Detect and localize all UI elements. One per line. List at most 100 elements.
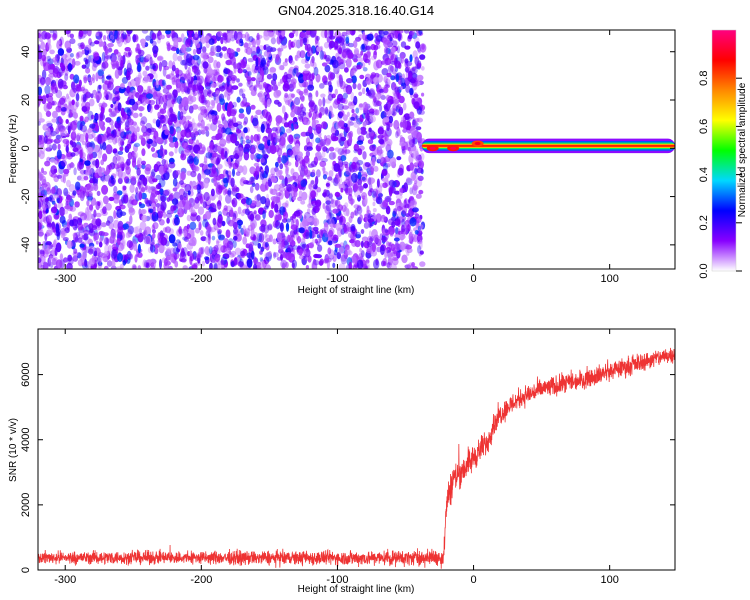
heatmap-cell <box>348 261 353 269</box>
heatmap-cell <box>290 224 298 231</box>
heatmap-cell <box>270 37 276 45</box>
heatmap-cell <box>216 61 221 69</box>
heatmap-cell <box>152 206 156 217</box>
heatmap-cell <box>319 50 324 60</box>
heatmap-cell <box>156 206 161 212</box>
heatmap-cell <box>97 84 101 94</box>
heatmap-cell <box>113 210 117 219</box>
heatmap-cell <box>179 194 184 201</box>
heatmap-cell <box>72 190 77 196</box>
heatmap-cell <box>161 158 167 165</box>
heatmap-cell <box>312 115 317 120</box>
heatmap-cell <box>260 114 264 119</box>
heatmap-cell <box>386 34 392 40</box>
heatmap-cell <box>319 138 326 147</box>
heatmap-cell <box>197 150 205 155</box>
heatmap-cell <box>109 235 115 244</box>
heatmap-cell <box>383 162 388 171</box>
heatmap-cell <box>294 97 301 106</box>
heatmap-cell <box>132 35 139 41</box>
x-tick-label: -200 <box>190 574 212 586</box>
heatmap-cell <box>108 196 115 202</box>
heatmap-cell <box>415 217 422 224</box>
heatmap-cell <box>69 38 76 45</box>
heatmap-cell <box>325 182 330 187</box>
heatmap-cell <box>124 176 130 184</box>
heatmap-cell <box>221 220 226 227</box>
heatmap-cell <box>357 194 361 202</box>
heatmap-cell <box>366 205 370 214</box>
heatmap-cell <box>147 103 152 110</box>
heatmap-cell <box>401 73 406 84</box>
heatmap-cell <box>177 55 183 62</box>
heatmap-cell <box>141 30 149 34</box>
heatmap-cell <box>328 41 333 50</box>
heatmap-cell <box>286 177 293 182</box>
heatmap-cell <box>390 53 397 63</box>
heatmap-cell <box>112 155 118 166</box>
heatmap-cell <box>98 102 103 108</box>
heatmap-cell <box>159 34 165 40</box>
heatmap-cell <box>145 65 150 71</box>
heatmap-cell <box>45 201 51 210</box>
heatmap-cell <box>341 31 348 37</box>
heatmap-cell <box>142 62 146 68</box>
heatmap-cell <box>95 72 99 82</box>
heatmap-cell <box>250 176 255 182</box>
heatmap-cell <box>419 261 426 267</box>
heatmap-cell <box>105 55 112 60</box>
heatmap-cell <box>354 208 359 216</box>
heatmap-cell <box>41 95 47 105</box>
heatmap-cell <box>361 171 368 177</box>
heatmap-cell <box>366 248 372 254</box>
heatmap-cell <box>340 217 344 223</box>
heatmap-cell <box>142 70 148 77</box>
heatmap-cell <box>61 230 67 237</box>
heatmap-cell <box>388 187 393 197</box>
heatmap-cell <box>257 53 262 63</box>
heatmap-cell <box>245 197 252 206</box>
heatmap-cell <box>190 132 195 138</box>
heatmap-cell <box>71 256 78 262</box>
heatmap-cell <box>361 87 366 95</box>
heatmap-cell <box>250 45 258 54</box>
heatmap-cell <box>66 179 71 188</box>
signal-bright-spot-core <box>474 141 481 146</box>
heatmap-cell <box>247 76 251 85</box>
heatmap-cell <box>132 265 137 269</box>
heatmap-cell <box>325 203 332 212</box>
heatmap-cell <box>213 262 218 269</box>
heatmap-cell <box>401 254 408 264</box>
heatmap-cell <box>260 57 267 67</box>
heatmap-cell <box>143 229 148 238</box>
heatmap-cell <box>104 49 109 56</box>
heatmap-cell <box>166 217 170 224</box>
heatmap-cell <box>63 187 69 197</box>
heatmap-cell <box>192 164 198 172</box>
heatmap-cell <box>283 240 289 246</box>
heatmap-cell <box>126 30 133 35</box>
heatmap-cell <box>165 212 173 219</box>
heatmap-cell <box>52 226 56 233</box>
heatmap-cell <box>320 93 326 98</box>
heatmap-cell <box>107 47 113 53</box>
heatmap-cell <box>293 210 301 217</box>
heatmap-cell <box>388 64 394 73</box>
heatmap-cell <box>275 192 282 197</box>
heatmap-cell <box>274 137 280 144</box>
x-tick-label: -100 <box>326 574 348 586</box>
heatmap-cell <box>295 30 299 37</box>
heatmap-cell <box>300 241 307 250</box>
heatmap-cell <box>101 61 106 72</box>
heatmap-cell <box>138 184 144 192</box>
heatmap-cell <box>171 70 175 76</box>
heatmap-cell <box>360 50 364 56</box>
heatmap-cell <box>70 81 76 90</box>
heatmap-cell <box>259 250 263 255</box>
heatmap-cell <box>360 240 364 248</box>
heatmap-cell <box>50 206 58 214</box>
heatmap-cell <box>210 188 215 197</box>
heatmap-cell <box>293 67 299 74</box>
heatmap-cell <box>139 112 143 117</box>
heatmap-cell <box>110 175 114 180</box>
